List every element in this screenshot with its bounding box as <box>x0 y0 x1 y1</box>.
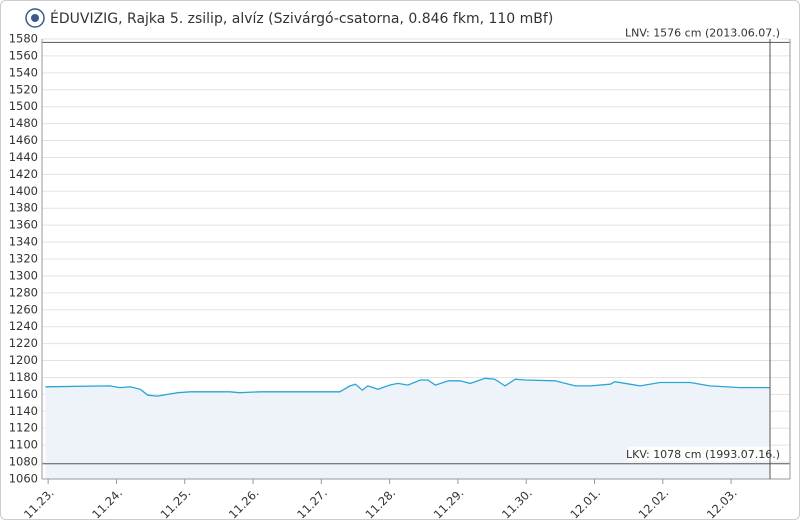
reference-label-bg <box>628 25 780 40</box>
y-tick-label: 1300 <box>9 268 38 282</box>
y-tick-label: 1240 <box>9 319 38 333</box>
y-tick-label: 1200 <box>9 353 38 367</box>
y-tick-label: 1320 <box>9 252 38 266</box>
y-tick-label: 1420 <box>9 167 38 181</box>
y-tick-label: 1380 <box>9 201 38 215</box>
y-tick-label: 1580 <box>9 32 38 46</box>
reference-label: LNV: 1576 cm (2013.06.07.) <box>625 26 780 39</box>
y-tick-label: 1120 <box>9 421 38 435</box>
y-tick-label: 1160 <box>9 387 38 401</box>
y-tick-label: 1360 <box>9 218 38 232</box>
reference-label-bg <box>628 446 780 461</box>
y-tick-label: 1460 <box>9 133 38 147</box>
reference-label: LKV: 1078 cm (1993.07.16.) <box>626 448 780 461</box>
y-tick-label: 1100 <box>9 438 38 452</box>
y-tick-label: 1060 <box>9 472 38 486</box>
y-tick-label: 1080 <box>9 455 38 469</box>
y-tick-label: 1520 <box>9 82 38 96</box>
series-line <box>45 377 770 397</box>
y-tick-label: 1400 <box>9 184 38 198</box>
y-tick-label: 1440 <box>9 150 38 164</box>
area <box>45 378 770 479</box>
chart-title: ÉDUVIZIG, Rajka 5. zsilip, alvíz (Szivár… <box>50 10 553 27</box>
y-tick-label: 1280 <box>9 285 38 299</box>
y-tick-label: 1260 <box>9 302 38 316</box>
y-tick-label: 1480 <box>9 116 38 130</box>
y-tick-label: 1560 <box>9 48 38 62</box>
y-tick-label: 1500 <box>9 99 38 113</box>
logo <box>25 8 45 28</box>
y-tick-label: 1220 <box>9 336 38 350</box>
y-tick-label: 1140 <box>9 404 38 418</box>
y-tick-label: 1180 <box>9 370 38 384</box>
y-tick-label: 1540 <box>9 65 38 79</box>
y-tick-label: 1340 <box>9 235 38 249</box>
